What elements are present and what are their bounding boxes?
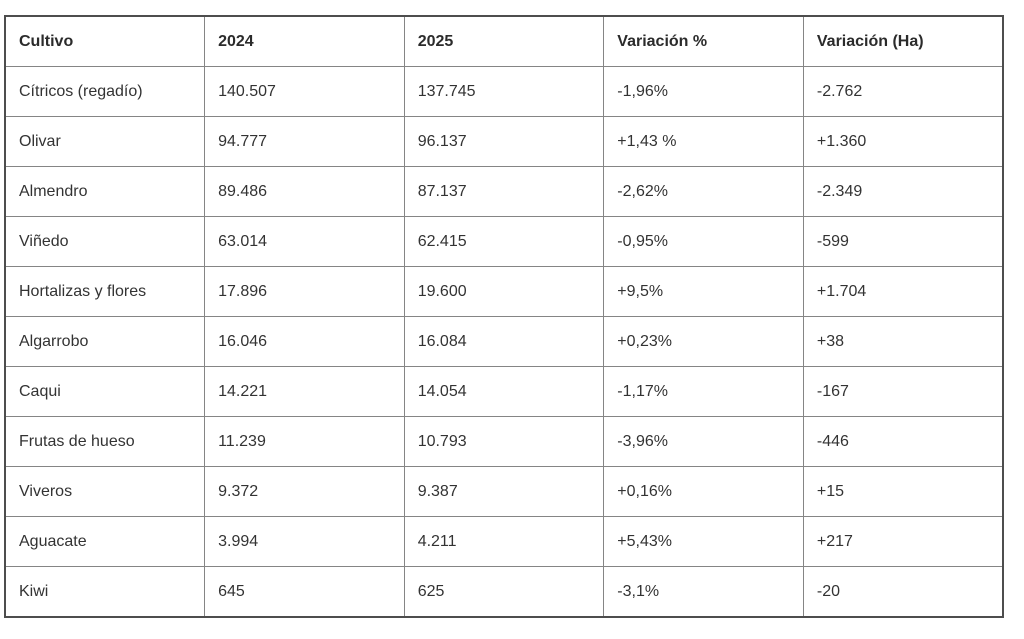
column-header-variacion-pct: Variación % [603, 15, 804, 67]
cell-variacion-ha: +38 [802, 316, 1004, 367]
cell-variacion-pct: -2,62% [603, 166, 804, 217]
cell-cultivo: Hortalizas y flores [4, 266, 206, 317]
cell-variacion-pct: +9,5% [603, 266, 804, 317]
cell-2025: 62.415 [403, 216, 605, 267]
cell-2024: 645 [204, 566, 405, 618]
cell-2025: 14.054 [403, 366, 605, 417]
table-row: Viñedo 63.014 62.415 -0,95% -599 [4, 216, 1004, 267]
cell-cultivo: Cítricos (regadío) [4, 66, 206, 117]
table-row: Aguacate 3.994 4.211 +5,43% +217 [4, 516, 1004, 567]
table-head: Cultivo 2024 2025 Variación % Variación … [4, 15, 1004, 67]
cell-variacion-pct: +5,43% [603, 516, 804, 567]
cell-cultivo: Aguacate [4, 516, 206, 567]
cell-variacion-pct: -1,17% [603, 366, 804, 417]
cell-2025: 625 [403, 566, 605, 618]
table-row: Kiwi 645 625 -3,1% -20 [4, 566, 1004, 618]
cell-2024: 11.239 [204, 416, 405, 467]
cell-cultivo: Caqui [4, 366, 206, 417]
cell-variacion-ha: -20 [802, 566, 1004, 618]
header-row: Cultivo 2024 2025 Variación % Variación … [4, 15, 1004, 67]
column-header-2025: 2025 [403, 15, 605, 67]
cell-variacion-ha: -2.762 [802, 66, 1004, 117]
cell-variacion-pct: -0,95% [603, 216, 804, 267]
cell-2024: 16.046 [204, 316, 405, 367]
table-row: Caqui 14.221 14.054 -1,17% -167 [4, 366, 1004, 417]
cell-2025: 4.211 [403, 516, 605, 567]
cell-2025: 19.600 [403, 266, 605, 317]
cell-variacion-ha: -446 [802, 416, 1004, 467]
cell-2024: 63.014 [204, 216, 405, 267]
cell-2025: 87.137 [403, 166, 605, 217]
crops-comparison-table: Cultivo 2024 2025 Variación % Variación … [4, 15, 1004, 618]
cell-variacion-pct: +1,43 % [603, 116, 804, 167]
table-row: Hortalizas y flores 17.896 19.600 +9,5% +1.7… [4, 266, 1004, 317]
cell-cultivo: Olivar [4, 116, 206, 167]
table-row: Olivar 94.777 96.137 +1,43 % +1.360 [4, 116, 1004, 167]
cell-variacion-ha: -599 [802, 216, 1004, 267]
cell-variacion-pct: -3,1% [603, 566, 804, 618]
table-row: Almendro 89.486 87.137 -2,62% -2.349 [4, 166, 1004, 217]
cell-cultivo: Viñedo [4, 216, 206, 267]
column-header-2024: 2024 [204, 15, 405, 67]
cell-variacion-ha: +217 [802, 516, 1004, 567]
cell-variacion-pct: +0,23% [603, 316, 804, 367]
cell-variacion-ha: -167 [802, 366, 1004, 417]
table-row: Frutas de hueso 11.239 10.793 -3,96% -446 [4, 416, 1004, 467]
cell-2025: 10.793 [403, 416, 605, 467]
cell-2024: 3.994 [204, 516, 405, 567]
cell-variacion-pct: -1,96% [603, 66, 804, 117]
cell-cultivo: Almendro [4, 166, 206, 217]
cell-variacion-ha: +1.360 [802, 116, 1004, 167]
cell-2025: 96.137 [403, 116, 605, 167]
cell-cultivo: Frutas de hueso [4, 416, 206, 467]
cell-variacion-ha: -2.349 [802, 166, 1004, 217]
cell-2024: 17.896 [204, 266, 405, 317]
cell-variacion-pct: -3,96% [603, 416, 804, 467]
cell-2024: 140.507 [204, 66, 405, 117]
cell-variacion-ha: +1.704 [802, 266, 1004, 317]
column-header-cultivo: Cultivo [4, 15, 206, 67]
cell-cultivo: Algarrobo [4, 316, 206, 367]
table-row: Viveros 9.372 9.387 +0,16% +15 [4, 466, 1004, 517]
cell-2024: 14.221 [204, 366, 405, 417]
cell-cultivo: Viveros [4, 466, 206, 517]
cell-2024: 89.486 [204, 166, 405, 217]
table-body: Cítricos (regadío) 140.507 137.745 -1,96% -2… [4, 66, 1004, 618]
cell-2025: 137.745 [403, 66, 605, 117]
cell-cultivo: Kiwi [4, 566, 206, 618]
cell-2025: 16.084 [403, 316, 605, 367]
table-row: Algarrobo 16.046 16.084 +0,23% +38 [4, 316, 1004, 367]
table-row: Cítricos (regadío) 140.507 137.745 -1,96% -2… [4, 66, 1004, 117]
cell-2024: 9.372 [204, 466, 405, 517]
cell-variacion-pct: +0,16% [603, 466, 804, 517]
column-header-variacion-ha: Variación (Ha) [802, 15, 1004, 67]
cell-variacion-ha: +15 [802, 466, 1004, 517]
cell-2025: 9.387 [403, 466, 605, 517]
cell-2024: 94.777 [204, 116, 405, 167]
